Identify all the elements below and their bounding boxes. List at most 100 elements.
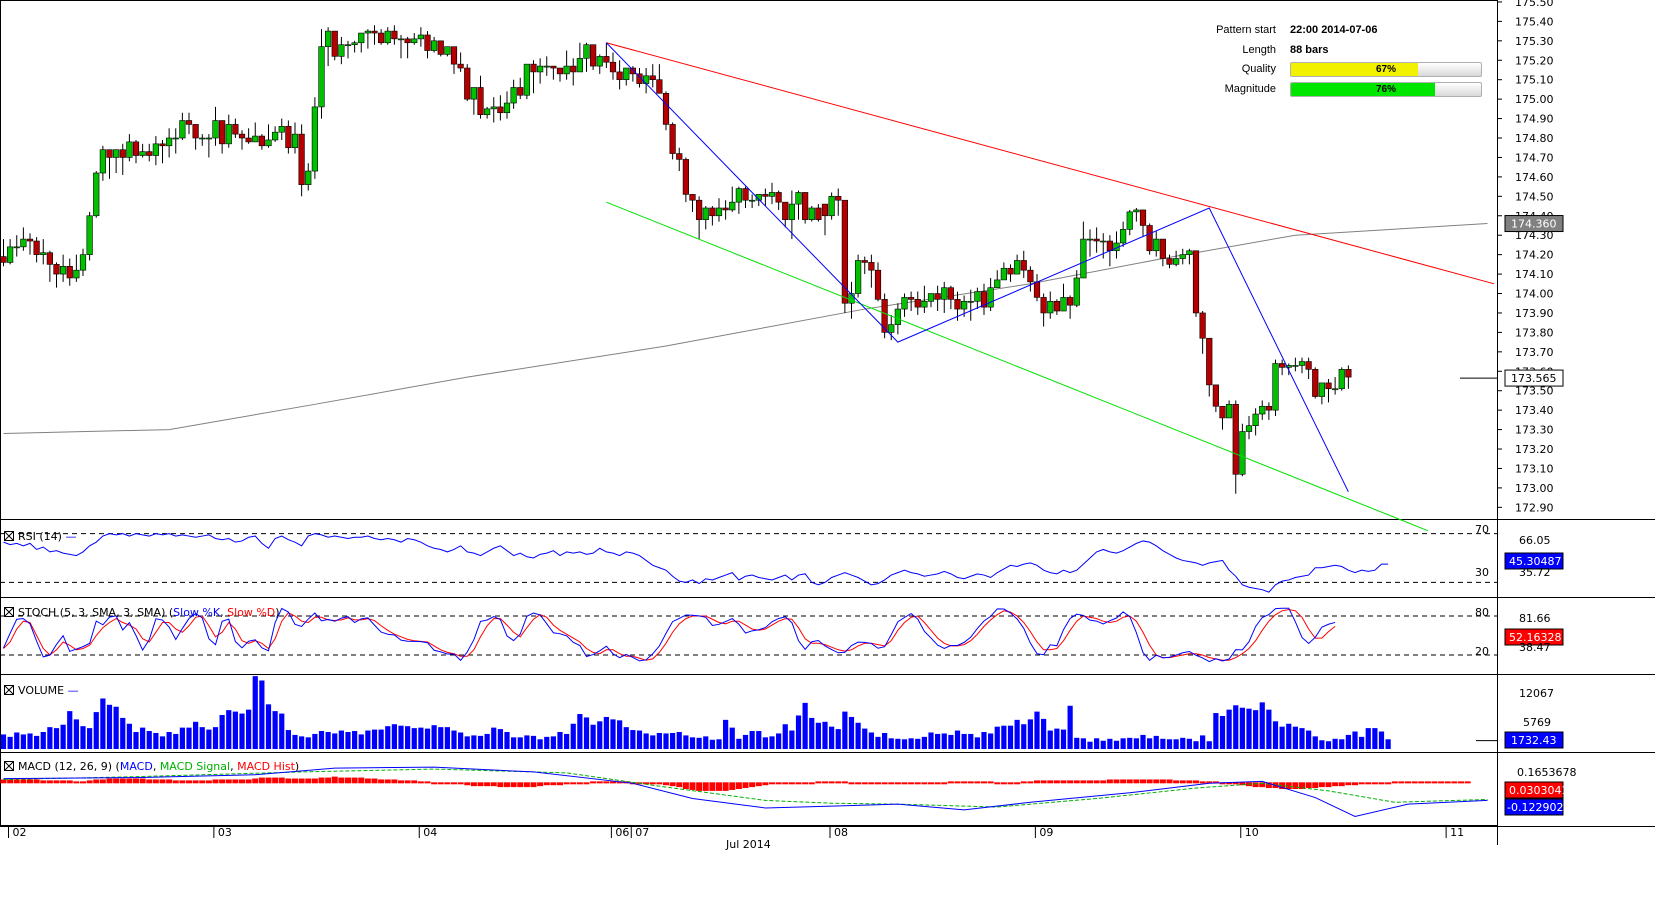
candle-body	[1305, 361, 1312, 370]
volume-bar	[703, 736, 709, 749]
volume-bar	[570, 723, 576, 749]
volume-bar	[1054, 728, 1060, 749]
macd-hist-bar	[1212, 781, 1219, 784]
candle-body	[1027, 269, 1034, 283]
candle-body	[106, 149, 113, 158]
volume-bar	[1014, 719, 1020, 749]
candle-body	[1259, 405, 1266, 415]
candle-body	[722, 207, 729, 211]
macd-hist-value-label: 0.0303041	[1509, 784, 1569, 797]
volume-bar	[954, 730, 961, 749]
volume-bar	[497, 729, 503, 749]
candle-body	[689, 194, 696, 201]
macd-hist-bar	[404, 780, 411, 784]
macd-hist-bar	[504, 782, 510, 788]
candle-body	[33, 240, 40, 255]
macd-hist-bar	[93, 779, 100, 784]
candle-body	[252, 135, 259, 143]
candle-body	[265, 139, 272, 147]
macd-hist-bar	[616, 781, 623, 784]
macd-hist-bar	[775, 782, 782, 785]
length-value: 88 bars	[1290, 43, 1329, 56]
candle-body	[556, 67, 564, 75]
candle-body	[755, 194, 762, 201]
volume-bar	[93, 712, 99, 749]
ma-price-box	[1504, 215, 1564, 233]
volume-bar	[464, 736, 470, 749]
macd-hist-bar	[378, 779, 385, 784]
candle-body	[1014, 260, 1021, 275]
stoch-toggle-mark	[4, 607, 14, 617]
macd-hist-bar	[1113, 779, 1120, 784]
candle-body	[291, 133, 299, 149]
macd-hist-bar	[1325, 782, 1332, 788]
candle-body	[99, 149, 106, 174]
macd-hist-bar	[961, 781, 968, 784]
pattern-start-row: Pattern start 22:00 2014-07-06	[1200, 22, 1490, 42]
candle-body	[742, 188, 749, 201]
candle-body	[543, 65, 550, 68]
volume-bar	[259, 680, 265, 749]
candle-body	[914, 299, 921, 308]
candle-body	[808, 207, 815, 220]
macd-hist-bar	[152, 779, 159, 784]
candle-body	[841, 199, 848, 304]
macd-hist-bar	[1438, 781, 1445, 784]
candle-body	[1040, 297, 1047, 314]
macd-hist-bar	[1431, 781, 1438, 784]
candle-body	[1272, 363, 1279, 411]
candle-body	[596, 56, 603, 67]
macd-hist-bar	[258, 777, 265, 784]
macd-hist-bar	[1279, 782, 1286, 789]
volume-bar	[1127, 737, 1133, 749]
candle-body	[1239, 431, 1246, 475]
macd-hist-bar	[1014, 782, 1021, 785]
volume-bar	[842, 711, 848, 749]
volume-bar	[27, 733, 33, 749]
volume-bar	[1279, 726, 1285, 749]
candle-body	[921, 300, 928, 308]
macd-value-box	[1504, 798, 1564, 816]
macd-hist-bar	[868, 782, 875, 785]
macd-hist-bar	[716, 782, 722, 791]
candle-body	[0, 256, 7, 263]
candle-body	[219, 120, 226, 145]
volume-bar	[742, 734, 749, 749]
macd-hist-bar	[848, 782, 855, 785]
macd-hist-bar	[1265, 782, 1272, 789]
volume-bar	[106, 704, 113, 749]
volume-bar	[901, 739, 908, 749]
volume-bar	[299, 736, 305, 749]
candle-body	[1332, 388, 1339, 391]
macd-hist-bar	[782, 782, 789, 785]
candle-body	[1232, 404, 1239, 475]
macd-hist-bar	[60, 780, 67, 784]
macd-hist-bar	[451, 782, 457, 785]
volume-bar	[1206, 741, 1212, 749]
macd-hist-bar	[928, 782, 934, 785]
volume-bar	[484, 733, 490, 749]
candle-body	[961, 300, 968, 310]
candle-body	[20, 238, 27, 248]
volume-bar	[848, 716, 855, 749]
macd-hist-bar	[298, 778, 305, 784]
volume-bar	[431, 725, 437, 749]
stoch-value-label: 52.16328	[1509, 631, 1562, 644]
volume-bar	[159, 736, 166, 749]
volume-bar	[583, 717, 590, 749]
volume-bar	[935, 733, 941, 749]
volume-bar	[1034, 711, 1040, 749]
volume-bar	[1186, 738, 1192, 749]
macd-hist-bar	[99, 779, 106, 784]
macd-hist-bar	[245, 779, 252, 784]
volume-bar	[643, 733, 649, 749]
macd-hist-bar	[709, 782, 716, 791]
candle-body	[715, 207, 723, 217]
volume-bar	[153, 732, 159, 749]
macd-hist-bar	[1226, 782, 1233, 785]
rsi-axis-label: 66.05	[1519, 534, 1551, 547]
macd-hist-bar	[1027, 781, 1034, 784]
length-row: Length 88 bars	[1200, 42, 1490, 62]
macd-hist-bar	[431, 782, 438, 785]
magnitude-percent: 76%	[1375, 83, 1396, 95]
